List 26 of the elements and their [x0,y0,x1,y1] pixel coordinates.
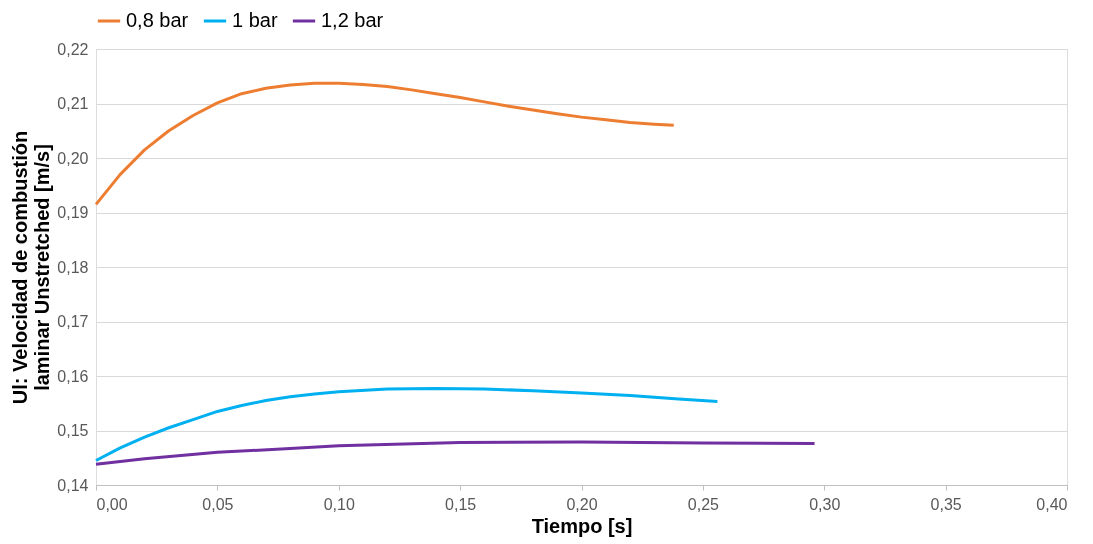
y-tick-label: 0,15 [57,422,89,439]
x-tick-label: 0,10 [323,495,355,513]
x-tick-label: 0,05 [202,495,234,513]
x-tick-label: 0,15 [445,495,477,513]
y-tick-label: 0,22 [57,40,89,58]
y-tick-label: 0,19 [57,204,89,221]
y-tick-label: 0,18 [57,258,89,276]
legend-label: 1 bar [232,9,278,31]
line-series [94,81,676,206]
legend-label: 0,8 bar [126,9,189,31]
y-axis-title: Ul: Velocidad de combustión laminar Unstretched [m/s] [9,130,54,405]
y-tick-label: 0,17 [57,313,89,330]
legend-label: 1,2 bar [321,9,384,31]
x-axis-title: Tiempo [s] [531,514,633,537]
y-tick-label: 0,21 [57,95,89,112]
x-tick-label: 0,40 [1036,495,1068,513]
y-tick-label: 0,16 [57,367,89,385]
line-series [94,440,817,466]
x-tick-label: 0,25 [687,495,720,513]
x-tick-label: 0,35 [930,495,962,513]
x-tick-label: 0,20 [566,495,598,513]
y-tick-label: 0,20 [57,149,89,167]
y-tick-label: 0,14 [57,476,89,494]
line-series [94,387,719,462]
x-tick-label: 0,30 [809,495,841,513]
x-tick-label: 0,00 [96,495,128,513]
